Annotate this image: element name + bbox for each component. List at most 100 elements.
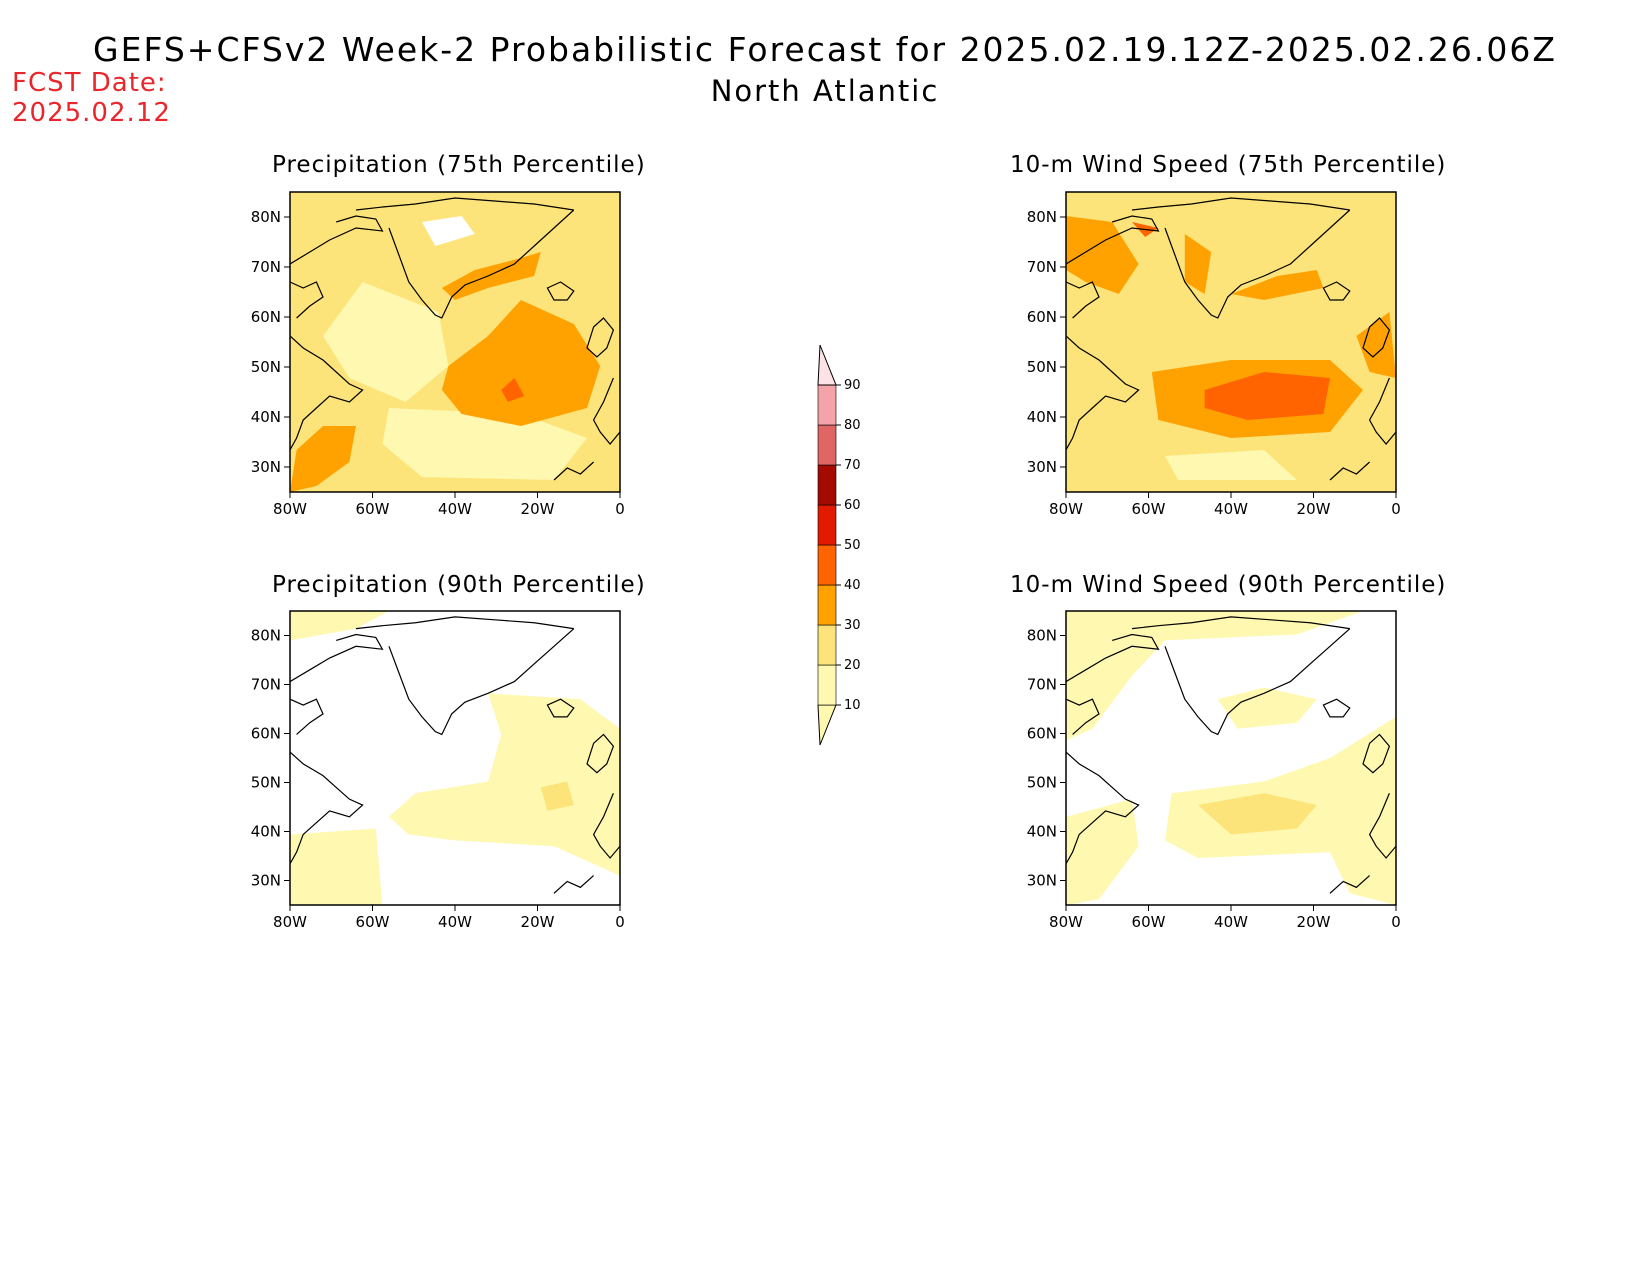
coastline xyxy=(1132,198,1350,210)
coastline xyxy=(587,318,613,357)
lat-tick-label: 60N xyxy=(251,308,281,326)
lat-tick-label: 50N xyxy=(1027,774,1057,792)
contour-region xyxy=(382,408,587,480)
colorbar-segment xyxy=(817,504,837,546)
coastline xyxy=(356,617,574,629)
lon-tick-label: 20W xyxy=(521,500,555,518)
colorbar-label: 50 xyxy=(844,538,861,553)
lon-tick-label: 40W xyxy=(1214,500,1248,518)
coastline xyxy=(547,282,573,300)
lon-tick-label: 60W xyxy=(1132,500,1166,518)
contour-region xyxy=(290,426,356,492)
contour-region xyxy=(540,781,574,811)
colorbar-segment xyxy=(817,424,837,466)
coastline xyxy=(587,734,613,772)
coastline xyxy=(1323,699,1349,717)
coastline xyxy=(1363,318,1389,357)
lon-tick-label: 80W xyxy=(273,913,307,931)
lat-tick-label: 80N xyxy=(251,627,281,645)
lat-tick-label: 30N xyxy=(251,458,281,476)
lon-tick-label: 0 xyxy=(615,913,625,931)
colorbar-label: 70 xyxy=(844,458,861,473)
coastline xyxy=(1066,336,1139,450)
panel-title-precip-75: Precipitation (75th Percentile) xyxy=(272,152,646,178)
colorbar-segment xyxy=(817,544,837,586)
contour-fill-w75 xyxy=(1066,192,1396,492)
contour-region xyxy=(1217,687,1317,729)
colorbar-segment xyxy=(817,464,837,506)
colorbar-label: 40 xyxy=(844,578,861,593)
lat-tick-label: 50N xyxy=(1027,358,1057,376)
coastline xyxy=(1066,752,1139,864)
contour-fill-p90 xyxy=(290,611,620,905)
colorbar-label: 90 xyxy=(844,378,861,393)
coastline xyxy=(1132,617,1350,629)
lon-tick-label: 40W xyxy=(1214,913,1248,931)
coastline xyxy=(1330,876,1370,894)
contour-fill-p75 xyxy=(290,192,620,492)
map-wind-90: 80N 70N 60N 50N 40N 30N 80W 60W 40W 20W 0 xyxy=(1027,610,1401,931)
lon-tick-label: 60W xyxy=(1132,913,1166,931)
coastline xyxy=(1066,635,1158,682)
coastline xyxy=(290,635,382,682)
lon-tick-label: 60W xyxy=(356,500,390,518)
coastline xyxy=(1165,629,1350,735)
contour-region xyxy=(323,282,449,402)
coastline xyxy=(547,699,573,717)
colorbar-segment xyxy=(817,384,837,426)
colorbar-label: 60 xyxy=(844,498,861,513)
lat-tick-label: 30N xyxy=(1027,872,1057,890)
map-wind-75: 80N 70N 60N 50N 40N 30N 80W 60W 40W 20W 0 xyxy=(1027,191,1401,518)
coastline xyxy=(1066,216,1158,264)
lat-tick-label: 40N xyxy=(251,823,281,841)
coastline xyxy=(389,210,574,318)
coastline xyxy=(1165,210,1350,318)
colorbar-label: 10 xyxy=(844,698,861,713)
coastline xyxy=(290,752,363,864)
colorbar-lower-arrow xyxy=(817,704,837,746)
coastline xyxy=(1370,378,1396,444)
panel-title-wind-75: 10-m Wind Speed (75th Percentile) xyxy=(1010,152,1447,178)
panel-title-wind-90: 10-m Wind Speed (90th Percentile) xyxy=(1010,572,1447,598)
colorbar-label: 20 xyxy=(844,658,861,673)
colorbar-segment xyxy=(817,624,837,666)
forecast-date-value: 2025.02.12 xyxy=(12,98,171,128)
lon-tick-label: 80W xyxy=(1049,500,1083,518)
lat-tick-label: 80N xyxy=(1027,627,1057,645)
contour-region xyxy=(290,828,383,905)
coastline xyxy=(594,793,620,858)
contour-region xyxy=(441,300,601,426)
contour-region xyxy=(1356,312,1396,378)
contour-region xyxy=(1204,372,1330,420)
lon-tick-label: 20W xyxy=(1297,500,1331,518)
contour-region xyxy=(1198,793,1317,835)
lat-tick-label: 60N xyxy=(1027,308,1057,326)
coastline xyxy=(356,198,574,210)
coastline xyxy=(290,699,323,734)
lat-tick-label: 70N xyxy=(1027,258,1057,276)
coastline xyxy=(1363,734,1389,772)
contour-region xyxy=(1066,611,1363,741)
lon-tick-label: 40W xyxy=(438,500,472,518)
contour-region xyxy=(1066,216,1139,294)
lon-tick-label: 80W xyxy=(273,500,307,518)
lat-tick-label: 50N xyxy=(251,358,281,376)
figure-subtitle: North Atlantic xyxy=(710,74,940,108)
contour-region xyxy=(1066,799,1139,905)
lat-tick-label: 60N xyxy=(251,725,281,743)
forecast-date-label: FCST Date: xyxy=(12,68,167,98)
lat-tick-label: 70N xyxy=(251,258,281,276)
lat-tick-label: 80N xyxy=(251,208,281,226)
contour-fill-w90 xyxy=(1066,611,1396,905)
coastline xyxy=(594,378,620,444)
map-precip-75: 80N 70N 60N 50N 40N 30N 80W 60W 40W 20W 0 xyxy=(251,191,625,518)
colorbar-label: 30 xyxy=(844,618,861,633)
coastline xyxy=(290,336,363,450)
colorbar-segment xyxy=(817,664,837,706)
lon-tick-label: 40W xyxy=(438,913,472,931)
coastline xyxy=(1066,282,1099,318)
contour-region xyxy=(1165,450,1297,480)
lat-tick-label: 50N xyxy=(251,774,281,792)
lon-tick-label: 0 xyxy=(615,500,625,518)
lon-tick-label: 60W xyxy=(356,913,390,931)
